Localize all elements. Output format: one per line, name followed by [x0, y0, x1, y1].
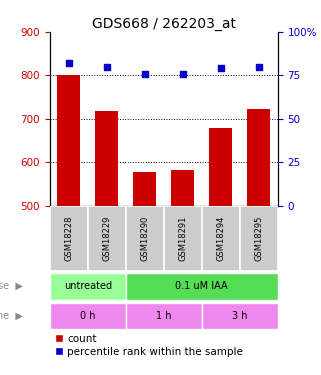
- Text: GSM18294: GSM18294: [216, 216, 225, 261]
- Bar: [247, 110, 270, 206]
- Text: GSM18295: GSM18295: [254, 216, 263, 261]
- Text: 0 h: 0 h: [80, 311, 95, 321]
- Bar: [50, 273, 126, 300]
- Point: [66, 60, 71, 66]
- Text: untreated: untreated: [64, 281, 112, 291]
- Bar: [126, 303, 202, 329]
- Point: [180, 70, 185, 76]
- Text: GSM18228: GSM18228: [64, 216, 73, 261]
- Bar: [240, 206, 278, 271]
- Bar: [202, 206, 240, 271]
- Bar: [126, 206, 164, 271]
- Text: time  ▶: time ▶: [0, 311, 22, 321]
- Legend: count, percentile rank within the sample: count, percentile rank within the sample: [55, 334, 243, 357]
- Bar: [88, 206, 126, 271]
- Bar: [50, 303, 126, 329]
- Bar: [171, 170, 194, 206]
- Title: GDS668 / 262203_at: GDS668 / 262203_at: [92, 17, 236, 31]
- Text: 0.1 uM IAA: 0.1 uM IAA: [175, 281, 228, 291]
- Point: [142, 70, 147, 76]
- Text: 1 h: 1 h: [156, 311, 171, 321]
- Bar: [164, 206, 202, 271]
- Bar: [133, 172, 156, 206]
- Text: GSM18229: GSM18229: [102, 216, 111, 261]
- Bar: [50, 206, 88, 271]
- Bar: [202, 303, 278, 329]
- Bar: [95, 111, 118, 206]
- Point: [218, 65, 223, 71]
- Text: dose  ▶: dose ▶: [0, 281, 22, 291]
- Point: [104, 64, 109, 70]
- Text: GSM18291: GSM18291: [178, 216, 187, 261]
- Bar: [57, 75, 80, 206]
- Text: 3 h: 3 h: [232, 311, 247, 321]
- Bar: [126, 273, 278, 300]
- Bar: [209, 129, 232, 206]
- Point: [256, 64, 261, 70]
- Text: GSM18290: GSM18290: [140, 216, 149, 261]
